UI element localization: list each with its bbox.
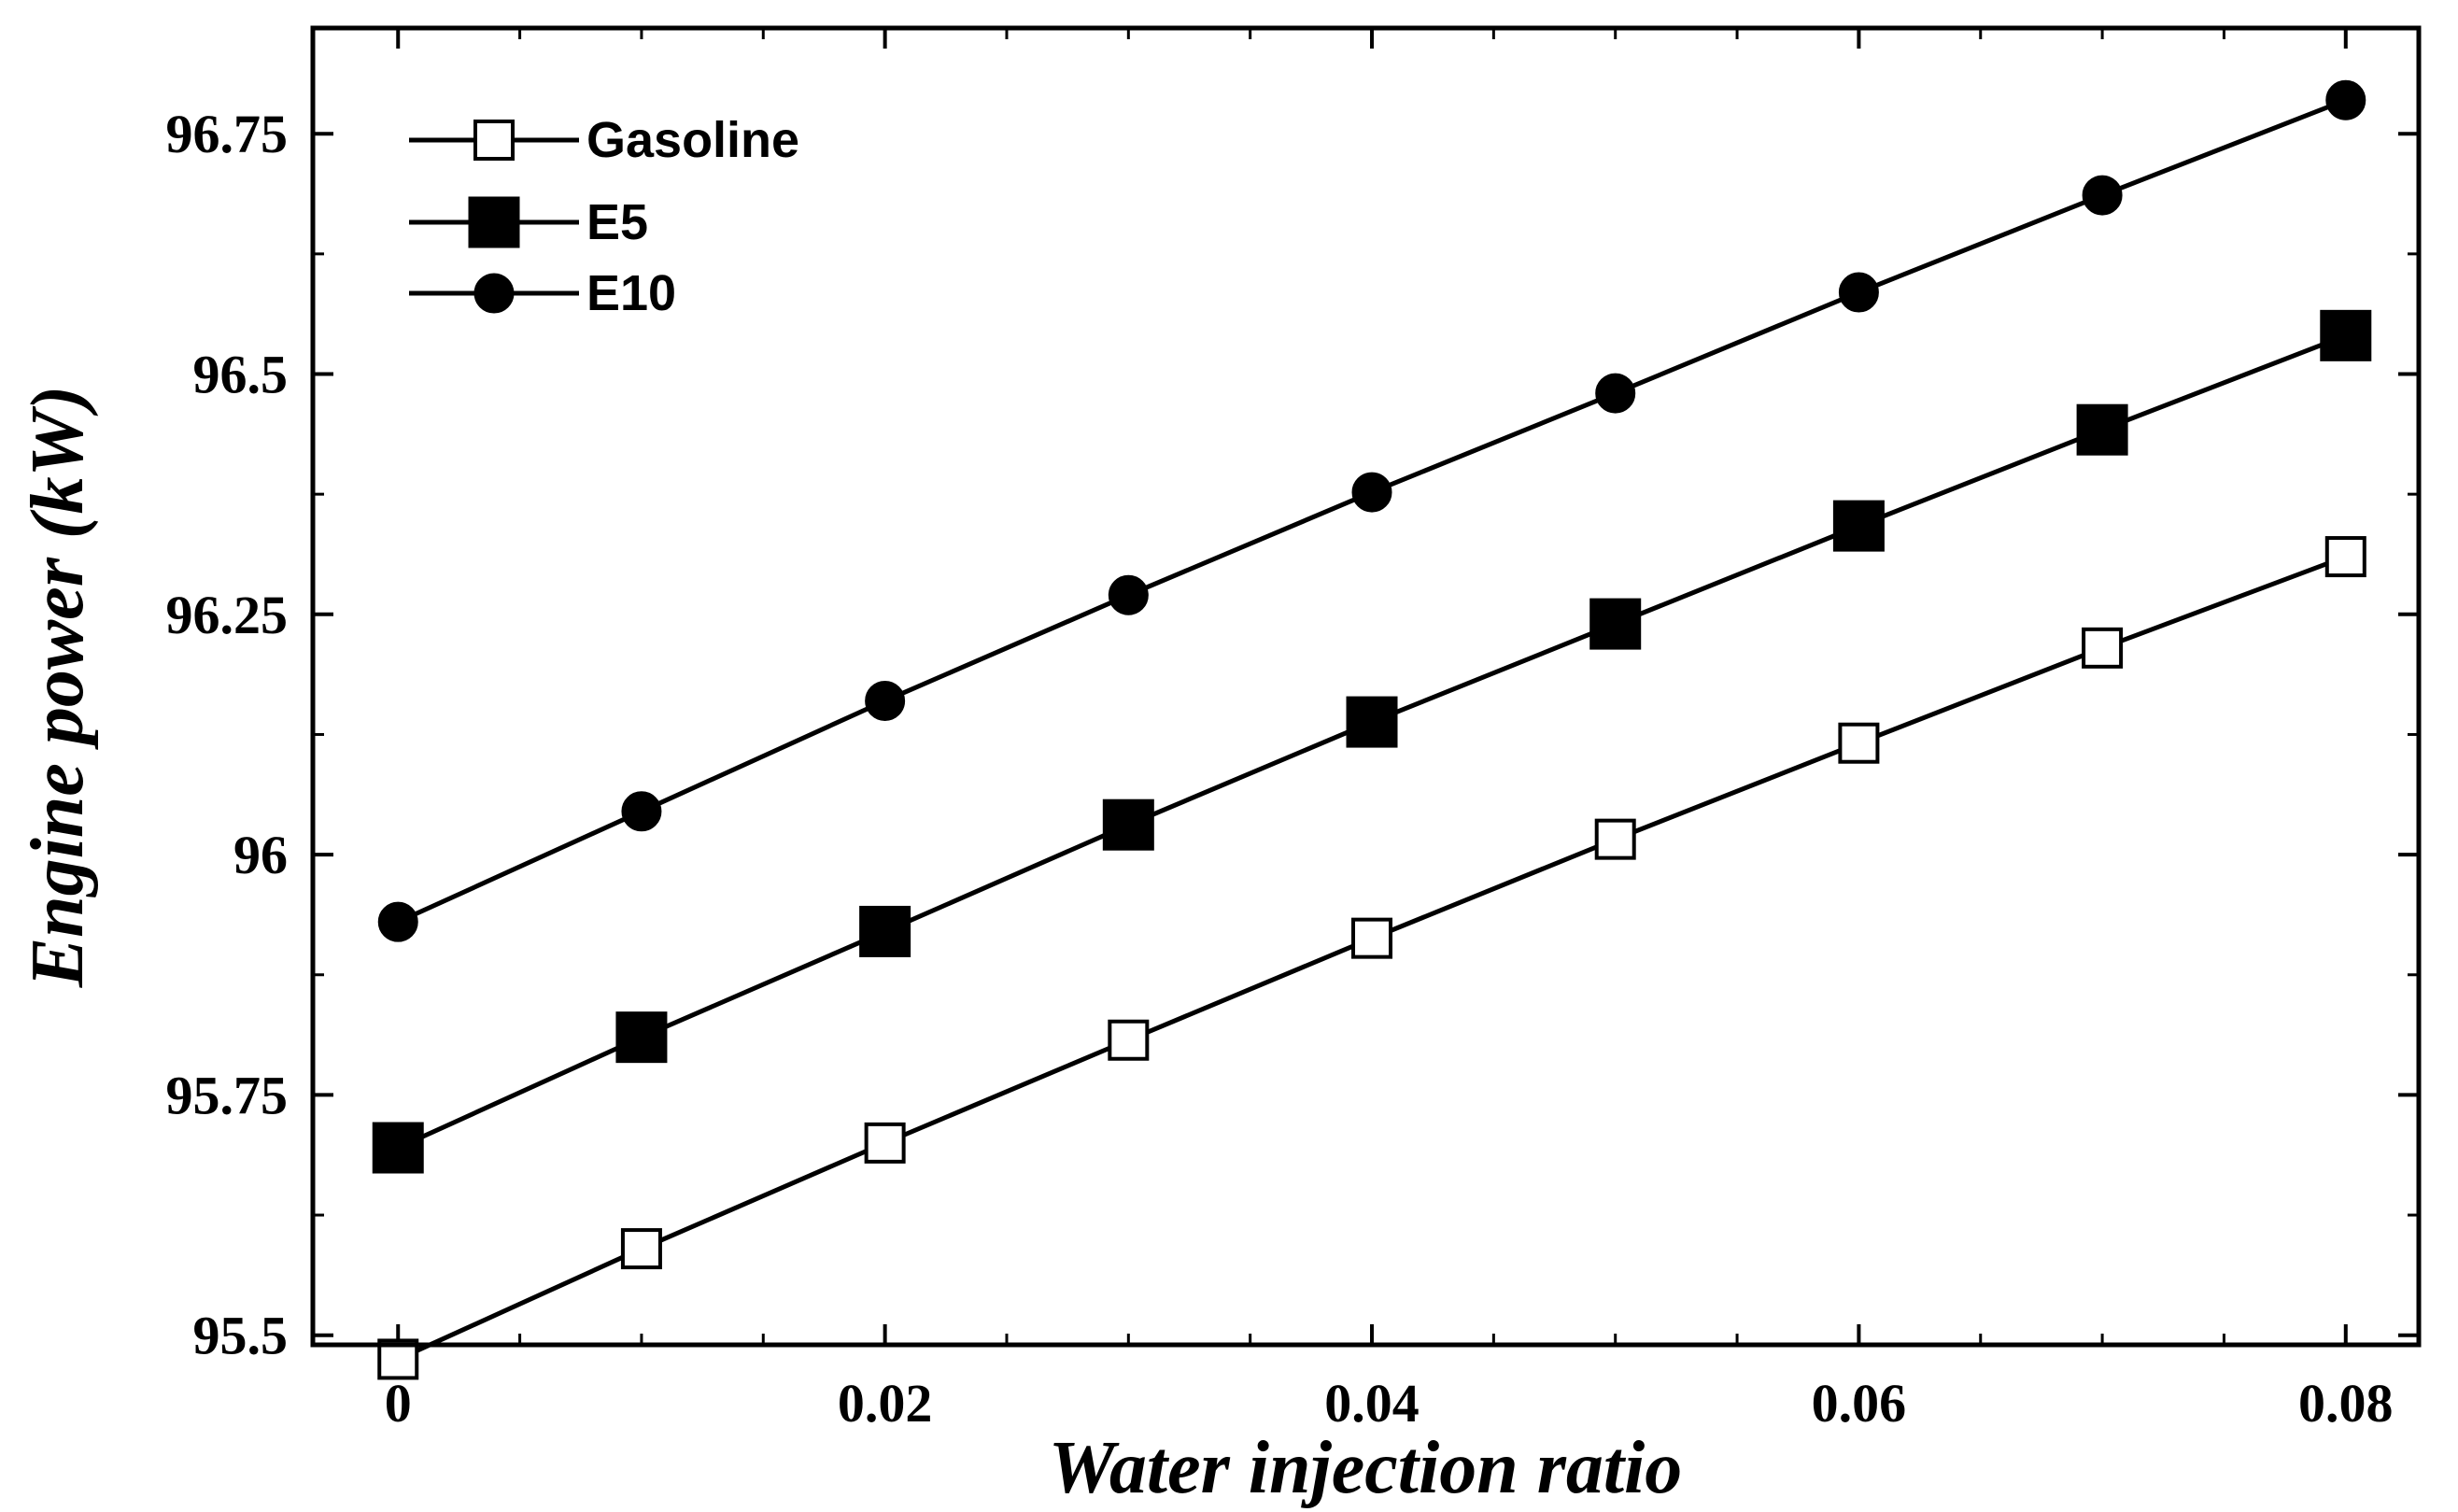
legend-item-gasoline: Gasoline bbox=[409, 112, 799, 168]
x-tick-label: 0 bbox=[385, 1373, 412, 1434]
legend-label: E10 bbox=[586, 265, 676, 321]
data-point-e10 bbox=[377, 901, 418, 942]
data-series bbox=[372, 79, 2372, 1380]
tick-labels: 0 0.02 0.04 0.06 0.08 95.5 95.75 96 96.25 96.5 96.… bbox=[166, 104, 2394, 1434]
data-point-gasoline bbox=[1838, 722, 1880, 764]
series-e5 bbox=[372, 309, 2372, 1174]
data-point-gasoline bbox=[2324, 536, 2366, 578]
legend-label: E5 bbox=[586, 194, 648, 250]
data-point-e5 bbox=[1832, 500, 1885, 552]
legend-item-e5: E5 bbox=[409, 194, 648, 250]
data-point-e10 bbox=[1351, 472, 1392, 513]
y-tick-label: 96.25 bbox=[166, 585, 289, 645]
data-point-e10 bbox=[621, 791, 662, 832]
legend-item-e10: E10 bbox=[409, 265, 676, 321]
legend-marker-e10 bbox=[473, 273, 515, 314]
y-tick-label: 95.5 bbox=[193, 1306, 289, 1366]
data-point-gasoline bbox=[1594, 818, 1636, 860]
data-point-e5 bbox=[372, 1122, 424, 1174]
y-tick-label: 96 bbox=[233, 825, 288, 885]
data-point-gasoline bbox=[1351, 917, 1393, 959]
x-tick-label: 0.02 bbox=[838, 1373, 933, 1434]
series-gasoline bbox=[377, 536, 2366, 1380]
y-tick-label: 96.75 bbox=[166, 104, 289, 164]
legend-marker-gasoline bbox=[473, 120, 515, 161]
data-point-e5 bbox=[1102, 798, 1154, 851]
data-point-e5 bbox=[615, 1011, 668, 1064]
series-e10 bbox=[377, 79, 2366, 942]
data-point-gasoline bbox=[1108, 1019, 1150, 1061]
y-tick-label: 96.5 bbox=[193, 345, 289, 405]
data-point-e5 bbox=[1589, 598, 1642, 650]
x-axis-title: Water injection ratio bbox=[1049, 1427, 1683, 1509]
data-point-e5 bbox=[859, 905, 911, 957]
data-point-gasoline bbox=[620, 1228, 662, 1270]
data-point-gasoline bbox=[864, 1122, 906, 1164]
x-tick-label: 0.08 bbox=[2298, 1373, 2394, 1434]
data-point-e10 bbox=[865, 680, 906, 721]
plot-frame bbox=[310, 25, 2422, 1348]
legend-marker-e5 bbox=[468, 196, 520, 248]
x-tick-label: 0.04 bbox=[1324, 1373, 1420, 1434]
x-tick-label: 0.06 bbox=[1812, 1373, 1907, 1434]
data-point-e10 bbox=[2325, 79, 2366, 120]
legend-label: Gasoline bbox=[586, 112, 799, 168]
y-axis-title: Engine power (kW) bbox=[17, 386, 99, 989]
data-point-e5 bbox=[2076, 403, 2128, 456]
data-point-e10 bbox=[1838, 272, 1879, 313]
data-point-e10 bbox=[2082, 175, 2123, 216]
data-point-gasoline bbox=[2082, 627, 2124, 669]
data-point-e5 bbox=[2320, 309, 2372, 361]
y-tick-label: 95.75 bbox=[166, 1065, 289, 1125]
data-point-e10 bbox=[1108, 574, 1149, 615]
data-point-e5 bbox=[1346, 696, 1398, 748]
data-point-e10 bbox=[1595, 373, 1636, 414]
legend: Gasoline E5 E10 bbox=[409, 112, 799, 321]
